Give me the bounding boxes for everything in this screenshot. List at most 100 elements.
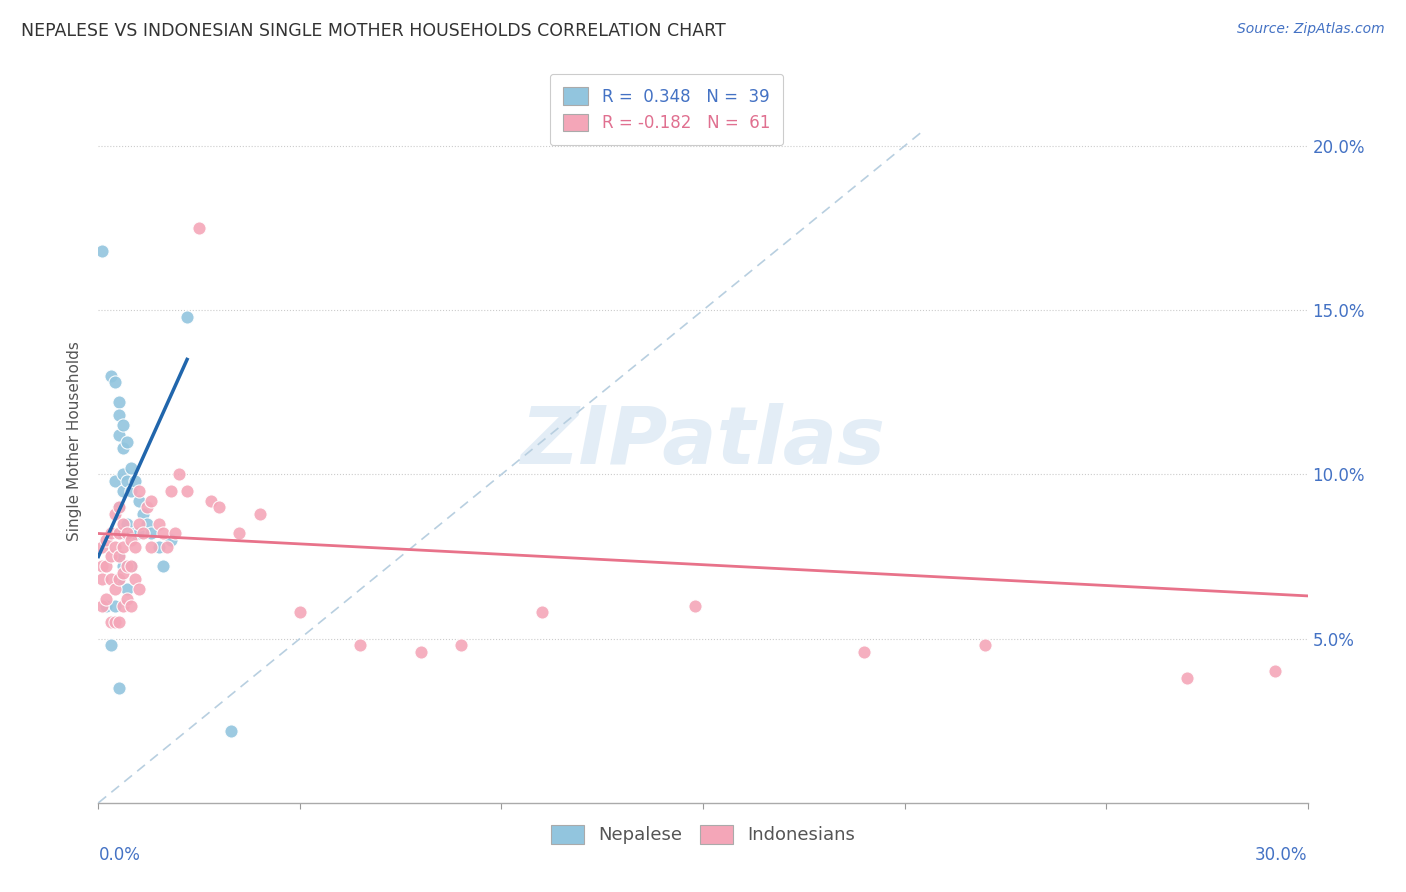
Point (111, 441, 134, 455)
Point (249, 507, 271, 521)
Point (160, 533, 183, 547)
Point (100, 526, 122, 541)
Point (120, 483, 142, 498)
Point (111, 540, 134, 554)
Point (111, 516, 134, 531)
Point (103, 376, 125, 390)
Point (128, 493, 150, 508)
Point (139, 493, 162, 508)
Point (107, 409, 129, 423)
Point (1175, 671, 1198, 685)
Point (221, 723, 243, 738)
Point (188, 221, 211, 235)
Point (107, 500, 129, 515)
Point (115, 526, 138, 541)
Text: 0.0%: 0.0% (98, 847, 141, 864)
Point (409, 645, 432, 659)
Point (124, 573, 146, 587)
Point (120, 559, 142, 574)
Point (135, 500, 157, 515)
Point (120, 460, 142, 475)
Point (111, 566, 134, 580)
Point (96, 559, 118, 574)
Point (450, 638, 472, 652)
Point (176, 310, 198, 324)
Point (111, 526, 134, 541)
Point (96, 599, 118, 613)
Point (107, 500, 129, 515)
Point (100, 615, 122, 630)
Point (135, 516, 157, 531)
Point (115, 582, 138, 597)
Point (163, 526, 186, 541)
Point (111, 418, 134, 433)
Text: 30.0%: 30.0% (1256, 847, 1308, 864)
Point (91, 573, 114, 587)
Point (107, 549, 129, 564)
Point (91, 540, 114, 554)
Point (124, 540, 146, 554)
Point (91, 244, 114, 258)
Point (100, 368, 122, 383)
Point (853, 645, 876, 659)
Point (132, 526, 155, 541)
Point (128, 582, 150, 597)
Point (100, 549, 122, 564)
Point (128, 483, 150, 498)
Y-axis label: Single Mother Households: Single Mother Households (67, 342, 83, 541)
Point (974, 638, 997, 652)
Point (107, 526, 129, 541)
Point (120, 533, 142, 547)
Text: Source: ZipAtlas.com: Source: ZipAtlas.com (1237, 22, 1385, 37)
Point (96, 533, 118, 547)
Point (107, 549, 129, 564)
Point (349, 638, 371, 652)
Point (111, 599, 134, 613)
Point (107, 615, 129, 630)
Point (115, 474, 138, 488)
Point (139, 526, 162, 541)
Point (208, 500, 231, 515)
Point (107, 428, 129, 442)
Point (128, 526, 150, 541)
Point (96, 592, 118, 607)
Text: ZIPatlas: ZIPatlas (520, 402, 886, 481)
Point (107, 395, 129, 409)
Point (176, 483, 198, 498)
Point (124, 474, 146, 488)
Point (111, 467, 134, 482)
Point (91, 559, 114, 574)
Point (148, 516, 170, 531)
Point (120, 599, 142, 613)
Legend: Nepalese, Indonesians: Nepalese, Indonesians (544, 818, 862, 852)
Point (160, 483, 183, 498)
Point (683, 599, 706, 613)
Point (1264, 665, 1286, 679)
Point (152, 559, 174, 574)
Point (100, 573, 122, 587)
Point (139, 540, 162, 554)
Point (91, 599, 114, 613)
Point (167, 467, 190, 482)
Point (103, 540, 125, 554)
Point (115, 516, 138, 531)
Point (156, 540, 179, 554)
Point (120, 559, 142, 574)
Point (128, 516, 150, 531)
Point (530, 605, 553, 619)
Point (100, 638, 122, 652)
Point (103, 582, 125, 597)
Point (228, 526, 250, 541)
Point (124, 526, 146, 541)
Point (103, 507, 125, 521)
Point (288, 605, 311, 619)
Point (152, 526, 174, 541)
Point (115, 559, 138, 574)
Point (107, 573, 129, 587)
Point (107, 573, 129, 587)
Point (107, 681, 129, 695)
Point (148, 540, 170, 554)
Point (115, 592, 138, 607)
Point (132, 507, 155, 521)
Point (200, 493, 222, 508)
